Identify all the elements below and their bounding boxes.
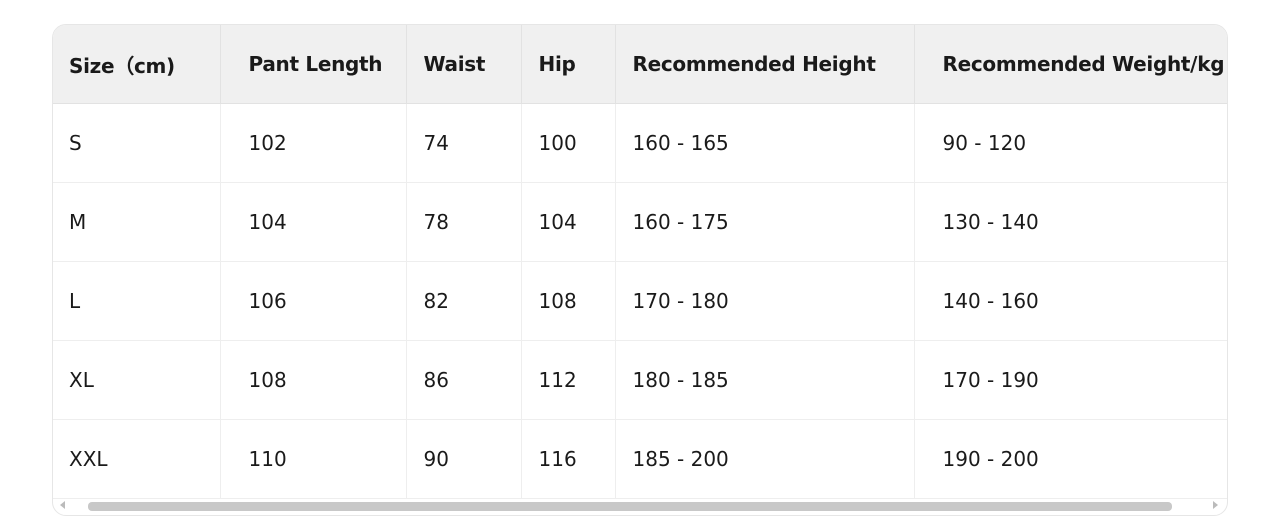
cell-pant-length: 104 [220, 182, 407, 262]
header-size: Size（cm) [53, 25, 221, 104]
cell-pant-length: 108 [220, 340, 407, 420]
size-chart-table-container: Size（cm) Pant Length Waist Hip Recommend… [52, 24, 1228, 516]
cell-waist: 78 [406, 182, 522, 262]
cell-recommended-weight: 190 - 200 [914, 419, 1227, 499]
scroll-right-arrow-icon[interactable] [1213, 501, 1218, 509]
cell-recommended-height: 180 - 185 [615, 340, 915, 420]
cell-waist: 90 [406, 419, 522, 499]
cell-recommended-height: 160 - 175 [615, 182, 915, 262]
cell-waist: 82 [406, 261, 522, 341]
table-row: XL 108 86 112 180 - 185 170 - 190 [53, 340, 1227, 420]
cell-pant-length: 110 [220, 419, 407, 499]
cell-size: S [53, 103, 221, 183]
cell-recommended-weight: 130 - 140 [914, 182, 1227, 262]
size-chart-table: Size（cm) Pant Length Waist Hip Recommend… [53, 25, 1227, 499]
scroll-left-arrow-icon[interactable] [60, 501, 65, 509]
cell-waist: 86 [406, 340, 522, 420]
table-row: S 102 74 100 160 - 165 90 - 120 [53, 103, 1227, 183]
cell-recommended-weight: 170 - 190 [914, 340, 1227, 420]
cell-recommended-weight: 140 - 160 [914, 261, 1227, 341]
header-recommended-weight: Recommended Weight/kg [914, 25, 1227, 104]
table-row: L 106 82 108 170 - 180 140 - 160 [53, 261, 1227, 341]
table-row: XXL 110 90 116 185 - 200 190 - 200 [53, 419, 1227, 499]
table-header-row: Size（cm) Pant Length Waist Hip Recommend… [53, 25, 1227, 104]
cell-recommended-weight: 90 - 120 [914, 103, 1227, 183]
cell-recommended-height: 185 - 200 [615, 419, 915, 499]
cell-hip: 116 [521, 419, 616, 499]
cell-size: XL [53, 340, 221, 420]
horizontal-scrollbar[interactable] [52, 498, 1226, 511]
cell-pant-length: 102 [220, 103, 407, 183]
cell-size: L [53, 261, 221, 341]
cell-pant-length: 106 [220, 261, 407, 341]
cell-hip: 104 [521, 182, 616, 262]
header-hip: Hip [521, 25, 616, 104]
cell-size: XXL [53, 419, 221, 499]
cell-recommended-height: 160 - 165 [615, 103, 915, 183]
cell-hip: 100 [521, 103, 616, 183]
header-waist: Waist [406, 25, 522, 104]
cell-waist: 74 [406, 103, 522, 183]
header-recommended-height: Recommended Height [615, 25, 915, 104]
cell-size: M [53, 182, 221, 262]
cell-hip: 112 [521, 340, 616, 420]
table-row: M 104 78 104 160 - 175 130 - 140 [53, 182, 1227, 262]
cell-hip: 108 [521, 261, 616, 341]
header-pant-length: Pant Length [220, 25, 407, 104]
cell-recommended-height: 170 - 180 [615, 261, 915, 341]
